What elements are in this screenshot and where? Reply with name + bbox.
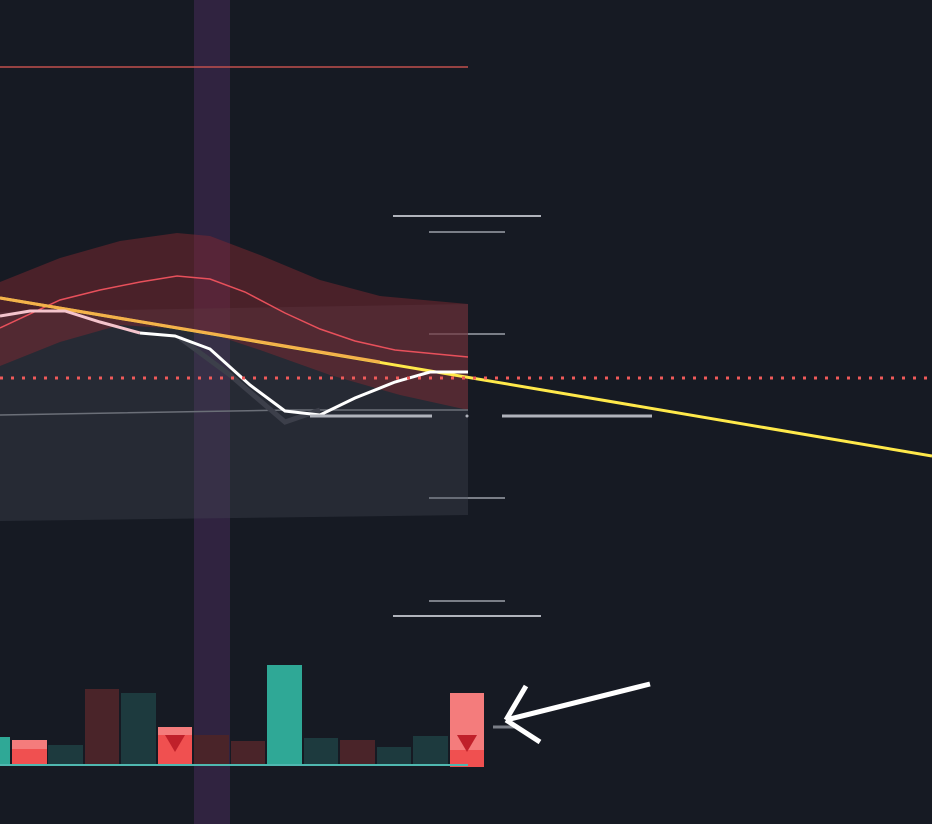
sell-marker bbox=[165, 735, 185, 752]
arrow-head bbox=[503, 684, 529, 722]
volume-bar bbox=[0, 737, 10, 765]
sell-marker bbox=[457, 735, 477, 752]
volume-bar-top bbox=[158, 727, 192, 735]
shadow-line bbox=[178, 335, 321, 425]
gray-line bbox=[0, 409, 468, 416]
volume-bar bbox=[304, 738, 338, 765]
volume-bar bbox=[48, 745, 83, 765]
red-line bbox=[0, 275, 469, 358]
level-lines bbox=[393, 215, 541, 617]
red-cloud bbox=[0, 233, 468, 410]
price-line bbox=[139, 331, 468, 417]
volume-bar bbox=[85, 689, 119, 765]
price-line-left bbox=[0, 309, 141, 335]
volume-bar bbox=[121, 693, 156, 765]
volume-bar bbox=[340, 740, 375, 765]
volume-bar bbox=[267, 665, 302, 765]
arrow-annotation bbox=[503, 681, 651, 745]
volume-bar bbox=[377, 747, 411, 765]
arrow-shaft bbox=[505, 681, 651, 723]
volume-bar-bottom bbox=[450, 750, 484, 767]
trend-line-left bbox=[0, 296, 381, 364]
volume-bar-top bbox=[12, 740, 47, 749]
arrow-head bbox=[504, 717, 542, 745]
volume-bar bbox=[231, 741, 265, 765]
level-dot bbox=[465, 414, 469, 418]
volume-bar bbox=[194, 735, 229, 765]
volume-bar bbox=[413, 736, 448, 765]
